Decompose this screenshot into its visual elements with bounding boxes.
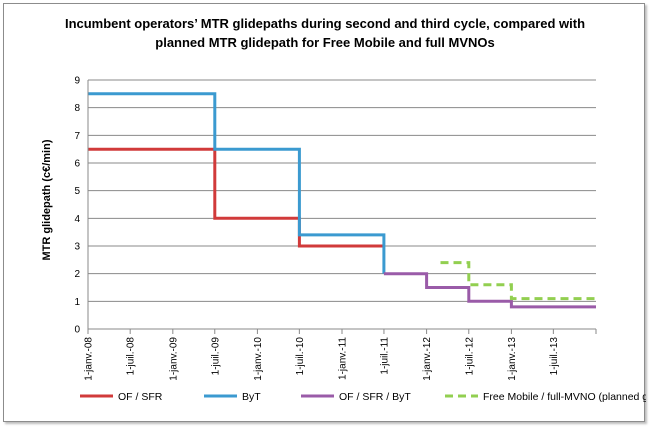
x-tick-label: 1-juil.-12 — [464, 337, 475, 376]
legend-label-2: ByT — [242, 391, 261, 403]
x-tick-label: 1-janv.-08 — [84, 337, 95, 381]
x-tick-label: 1-janv.-09 — [168, 337, 179, 381]
x-tick-label: 1-juil.-10 — [295, 337, 306, 376]
legend-label-1: OF / SFR — [118, 391, 163, 403]
legend-label-4: Free Mobile / full-MVNO (planned glide-p… — [483, 391, 646, 403]
series-line-4 — [440, 261, 596, 301]
y-tick-label: 2 — [74, 269, 80, 280]
y-tick-label: 6 — [74, 159, 80, 170]
y-tick-label: 4 — [74, 214, 80, 225]
series-line-1 — [88, 147, 384, 248]
chart-title-line-2: planned MTR glidepath for Free Mobile an… — [155, 35, 494, 50]
chart-title-line-1: Incumbent operators’ MTR glidepaths duri… — [65, 16, 585, 31]
series-line-2 — [88, 92, 386, 274]
chart-svg: Incumbent operators’ MTR glidepaths duri… — [41, 16, 650, 403]
chart-frame: Incumbent operators’ MTR glidepaths duri… — [3, 3, 650, 422]
gridlines — [88, 79, 596, 302]
y-tick-label: 3 — [74, 242, 80, 253]
x-tick-label: 1-juil.-09 — [210, 337, 221, 376]
y-tick-label: 8 — [74, 103, 80, 114]
series-line-3 — [383, 272, 596, 309]
legend-label-3: OF / SFR / ByT — [339, 391, 411, 403]
y-tick-label: 5 — [74, 186, 80, 197]
x-tick-label: 1-janv.-13 — [507, 337, 518, 381]
axes: 0 1 2 3 4 5 6 7 8 9 1-janv.-08 1-juil.-08 1-janv.-09… — [74, 76, 597, 381]
x-tick-label: 1-juil.-08 — [126, 337, 137, 376]
y-axis-label: MTR glidepath (c€/min) — [41, 139, 53, 260]
y-tick-label: 7 — [74, 131, 80, 142]
y-tick-label: 0 — [74, 325, 80, 336]
x-tick-label: 1-janv.-12 — [422, 337, 433, 381]
legend: OF / SFR ByT OF / SFR / ByT Free Mobile / f… — [80, 391, 650, 403]
y-tick-label: 1 — [74, 297, 80, 308]
x-tick-label: 1-janv.-11 — [338, 337, 349, 380]
y-tick-label: 9 — [74, 76, 80, 87]
series-lines — [88, 92, 596, 309]
x-tick-label: 1-juil.-11 — [379, 337, 390, 375]
x-tick-label: 1-janv.-10 — [253, 337, 264, 381]
x-tick-label: 1-juil.-13 — [549, 337, 560, 376]
